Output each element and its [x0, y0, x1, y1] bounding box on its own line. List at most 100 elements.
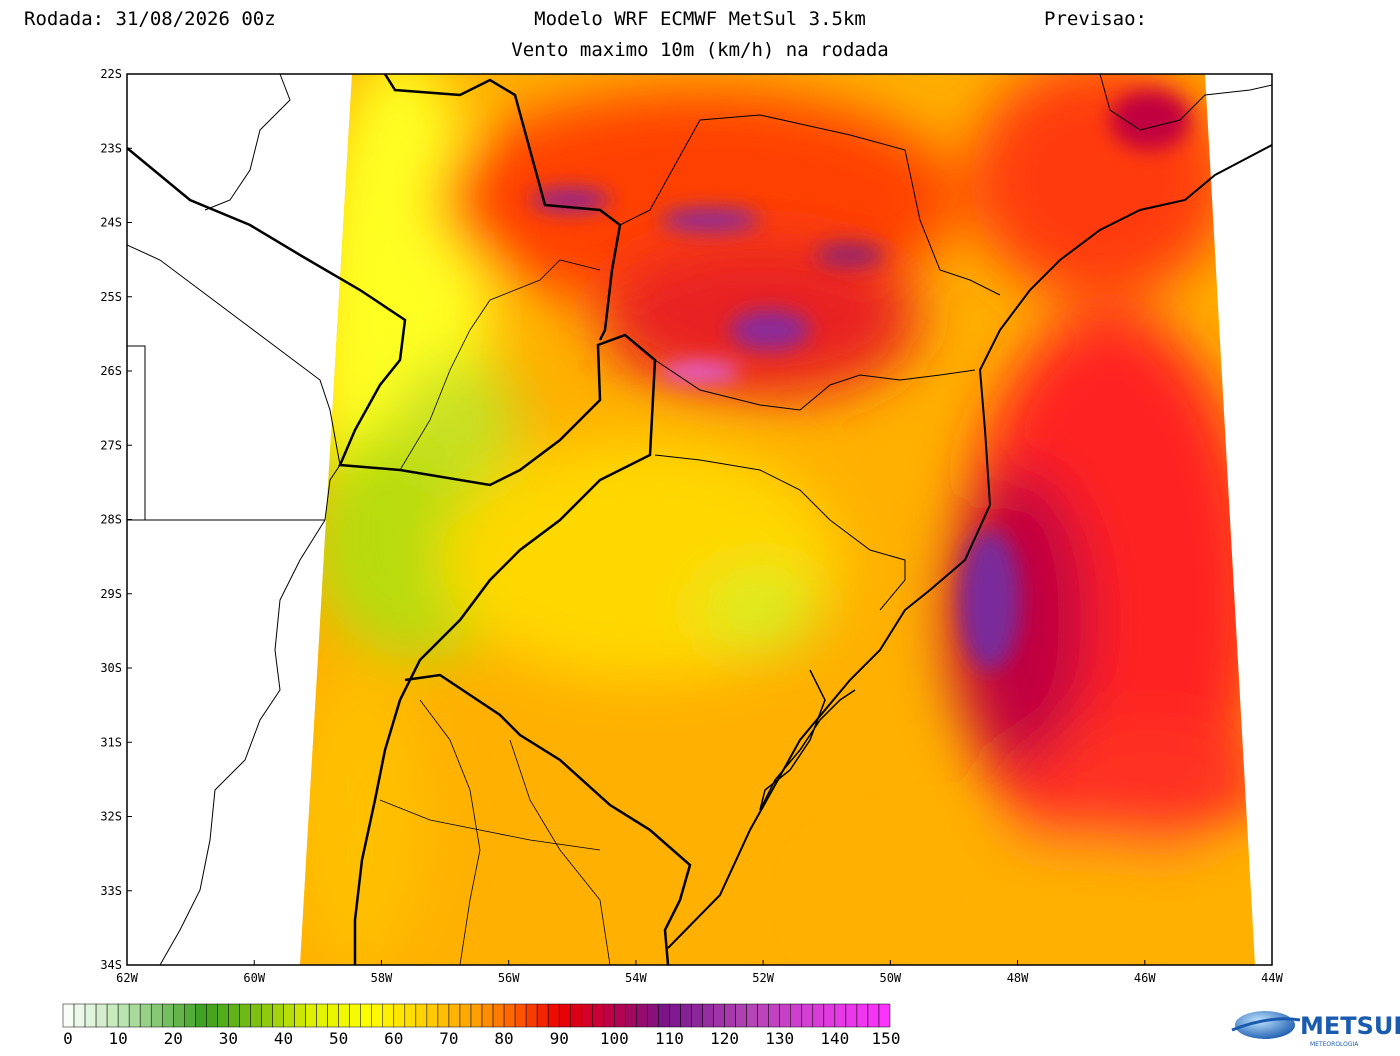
colorbar-segment — [448, 1003, 461, 1028]
colorbar-segment — [283, 1003, 295, 1028]
colorbar-segment — [393, 1003, 406, 1028]
colorbar-segment — [713, 1003, 725, 1028]
colorbar-segment — [195, 1003, 207, 1028]
colorbar-segment — [823, 1003, 836, 1028]
lat-tick-label: 30S — [100, 661, 122, 675]
colorbar-segment — [84, 1003, 97, 1028]
colorbar-label: 150 — [872, 1029, 901, 1048]
colorbar-segment — [250, 1003, 262, 1028]
lat-tick-label: 31S — [100, 735, 122, 749]
colorbar-label: 80 — [494, 1029, 513, 1048]
colorbar-label: 110 — [655, 1029, 684, 1048]
colorbar-segment — [790, 1003, 803, 1028]
colorbar-segment — [636, 1003, 648, 1028]
logo-name: METSUL — [1300, 1012, 1400, 1040]
colorbar-segment — [647, 1003, 659, 1028]
lat-tick-label: 33S — [100, 884, 122, 898]
colorbar-segment — [878, 1003, 891, 1028]
forecast-label: Previsao: — [1044, 8, 1147, 30]
colorbar-segment — [349, 1003, 361, 1028]
lon-tick-label: 58W — [371, 971, 393, 985]
colorbar-label: 60 — [384, 1029, 403, 1048]
colorbar-label: 130 — [765, 1029, 794, 1048]
borders — [126, 73, 1273, 966]
colorbar-segment — [360, 1003, 372, 1028]
colorbar-segment — [184, 1003, 196, 1028]
colorbar-segment — [217, 1003, 229, 1028]
colorbar-segment — [746, 1003, 758, 1028]
colorbar-segment — [569, 1003, 582, 1028]
colorbar-segment — [680, 1003, 692, 1028]
lat-tick-label: 29S — [100, 587, 122, 601]
colorbar-segment — [812, 1003, 825, 1028]
colorbar-segment — [735, 1003, 747, 1028]
colorbar-segment — [669, 1003, 681, 1028]
lon-tick-label: 54W — [625, 971, 647, 985]
colorbar-segment — [128, 1003, 141, 1028]
colorbar-segment — [757, 1003, 769, 1028]
colorbar-label: 140 — [820, 1029, 849, 1048]
lon-tick-label: 62W — [116, 971, 138, 985]
colorbar-segment — [581, 1003, 593, 1028]
colorbar-segment — [305, 1003, 317, 1028]
lon-tick-label: 56W — [498, 971, 520, 985]
colorbar-segment — [426, 1003, 439, 1028]
colorbar-segment — [404, 1003, 417, 1028]
lon-tick-label: 44W — [1261, 971, 1283, 985]
colorbar: 0 10 20 30 40 50 60 70 80 90 100 110 120 130 140 150 — [62, 1003, 901, 1048]
colorbar-segment — [62, 1003, 75, 1028]
colorbar-segment — [658, 1003, 670, 1028]
colorbar-segment — [702, 1003, 714, 1028]
lat-tick-label: 24S — [100, 216, 122, 230]
colorbar-segment — [834, 1003, 847, 1028]
colorbar-segment — [779, 1003, 792, 1028]
colorbar-label: 100 — [600, 1029, 629, 1048]
colorbar-segment — [161, 1003, 174, 1028]
lat-tick-label: 34S — [100, 958, 122, 972]
colorbar-segment — [437, 1003, 450, 1028]
colorbar-segment — [547, 1003, 560, 1028]
colorbar-segment — [415, 1003, 428, 1028]
colorbar-segment — [592, 1003, 604, 1028]
colorbar-segment — [768, 1003, 780, 1028]
colorbar-segment — [801, 1003, 814, 1028]
colorbar-segment — [272, 1003, 284, 1028]
lat-tick-label: 27S — [100, 438, 122, 452]
logo-tagline: METEOROLOGIA — [1310, 1041, 1359, 1048]
lat-tick-label: 23S — [100, 141, 122, 155]
colorbar-segment — [470, 1003, 483, 1028]
lat-tick-label: 25S — [100, 290, 122, 304]
lon-tick-label: 52W — [752, 971, 774, 985]
colorbar-segment — [459, 1003, 472, 1028]
subtitle: Vento maximo 10m (km/h) na rodada — [511, 39, 889, 61]
colorbar-segment — [106, 1003, 119, 1028]
colorbar-segment — [338, 1003, 350, 1028]
lat-tick-label: 32S — [100, 810, 122, 824]
colorbar-segment — [525, 1003, 538, 1028]
colorbar-label: 30 — [219, 1029, 238, 1048]
colorbar-segment — [724, 1003, 736, 1028]
lon-tick-label: 48W — [1007, 971, 1029, 985]
lon-tick-label: 46W — [1134, 971, 1156, 985]
axis-ticks: 22S23S24S25S26S27S28S29S30S31S32S33S34S6… — [100, 67, 1283, 985]
colorbar-segment — [514, 1003, 527, 1028]
logo-swoosh — [1231, 1017, 1301, 1032]
colorbar-label: 0 — [63, 1029, 73, 1048]
colorbar-segment — [558, 1003, 571, 1028]
lat-tick-label: 22S — [100, 67, 122, 81]
colorbar-segment — [691, 1003, 703, 1028]
run-label: Rodada: 31/08/2026 00z — [24, 8, 276, 30]
colorbar-segment — [481, 1003, 494, 1028]
colorbar-label: 70 — [439, 1029, 458, 1048]
colorbar-segment — [294, 1003, 306, 1028]
colorbar-label: 20 — [164, 1029, 183, 1048]
colorbar-segment — [625, 1003, 637, 1028]
colorbar-segment — [95, 1003, 108, 1028]
colorbar-segment — [856, 1003, 869, 1028]
wind-field — [300, 74, 1255, 965]
colorbar-segment — [173, 1003, 185, 1028]
colorbar-segment — [503, 1003, 516, 1028]
colorbar-segment — [228, 1003, 240, 1028]
lat-tick-label: 28S — [100, 513, 122, 527]
